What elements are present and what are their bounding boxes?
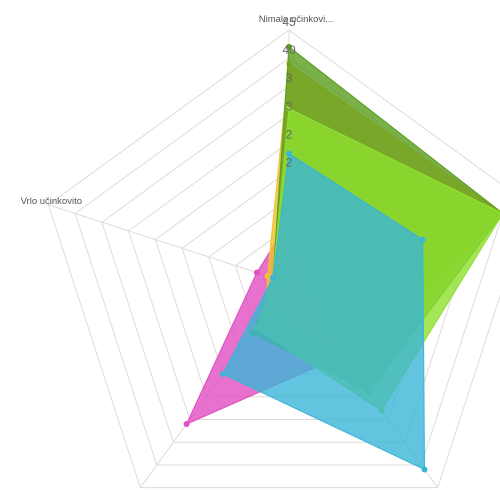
data-point-1-4[interactable] — [264, 273, 271, 280]
series-area-4 — [222, 152, 426, 471]
data-point-0-3[interactable] — [183, 421, 190, 428]
data-point-4-3[interactable] — [219, 370, 226, 377]
grid-ring-45 — [47, 29, 500, 489]
radial-tick-labels: 45 40 3 3 2 2 — [282, 15, 296, 170]
axis-label-left: Vrlo učinkovito — [21, 196, 82, 207]
tick-label-40: 40 — [282, 43, 296, 57]
tick-label-25: 2 — [286, 127, 293, 141]
axis-label-top: Nimalo učinkovi... — [259, 14, 333, 25]
data-point-4-0[interactable] — [286, 150, 292, 157]
axis-spoke-4 — [48, 204, 290, 284]
data-point-3-0[interactable] — [286, 105, 292, 112]
radar-series-layer — [183, 43, 500, 473]
data-point-0-4[interactable] — [253, 269, 260, 276]
series-4 — [219, 150, 428, 473]
tick-label-20: 2 — [286, 156, 293, 170]
tick-label-30: 3 — [286, 99, 293, 113]
data-point-4-1[interactable] — [419, 236, 426, 243]
tick-label-35: 3 — [286, 71, 293, 85]
data-point-4-2[interactable] — [421, 466, 428, 473]
data-point-2-0[interactable] — [286, 43, 292, 50]
tick-label-45: 45 — [282, 15, 296, 29]
data-point-4-4[interactable] — [269, 274, 276, 281]
